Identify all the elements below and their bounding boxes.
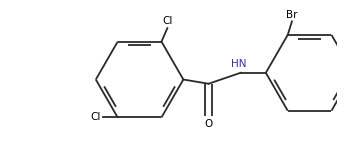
Text: Cl: Cl bbox=[91, 112, 101, 122]
Text: HN: HN bbox=[231, 59, 247, 69]
Text: Br: Br bbox=[286, 10, 298, 20]
Text: O: O bbox=[205, 119, 213, 129]
Text: Cl: Cl bbox=[162, 16, 173, 26]
